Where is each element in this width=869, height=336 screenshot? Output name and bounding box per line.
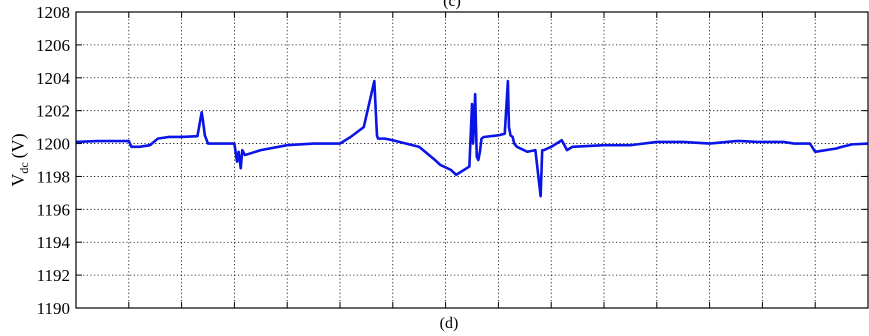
y-tick-label: 1208	[36, 3, 70, 22]
y-axis-label-main: V	[8, 174, 28, 187]
y-tick-label: 1194	[37, 233, 71, 252]
y-tick-label: 1204	[36, 69, 71, 88]
y-ticks: 1190 1192 1194 1196 1198 1200 1202 1204 1206 1208	[36, 3, 868, 318]
x-ticks	[75, 12, 869, 308]
y-tick-label: 1196	[37, 200, 70, 219]
bottom-panel-label: (d)	[440, 315, 459, 332]
y-tick-label: 1192	[37, 266, 70, 285]
y-axis-label-unit: (V)	[8, 133, 29, 158]
y-tick-label: 1190	[37, 299, 70, 318]
y-axis-label-sub: dc	[17, 162, 31, 173]
y-axis-label: Vdc (V)	[8, 133, 31, 186]
y-tick-label: 1202	[36, 102, 70, 121]
series-line	[75, 79, 869, 198]
y-tick-label: 1206	[36, 36, 70, 55]
y-tick-label: 1200	[36, 135, 70, 154]
plot-frame	[75, 11, 869, 309]
y-tick-label: 1198	[37, 167, 70, 186]
top-panel-label: (c)	[443, 0, 461, 10]
grid	[76, 12, 868, 308]
